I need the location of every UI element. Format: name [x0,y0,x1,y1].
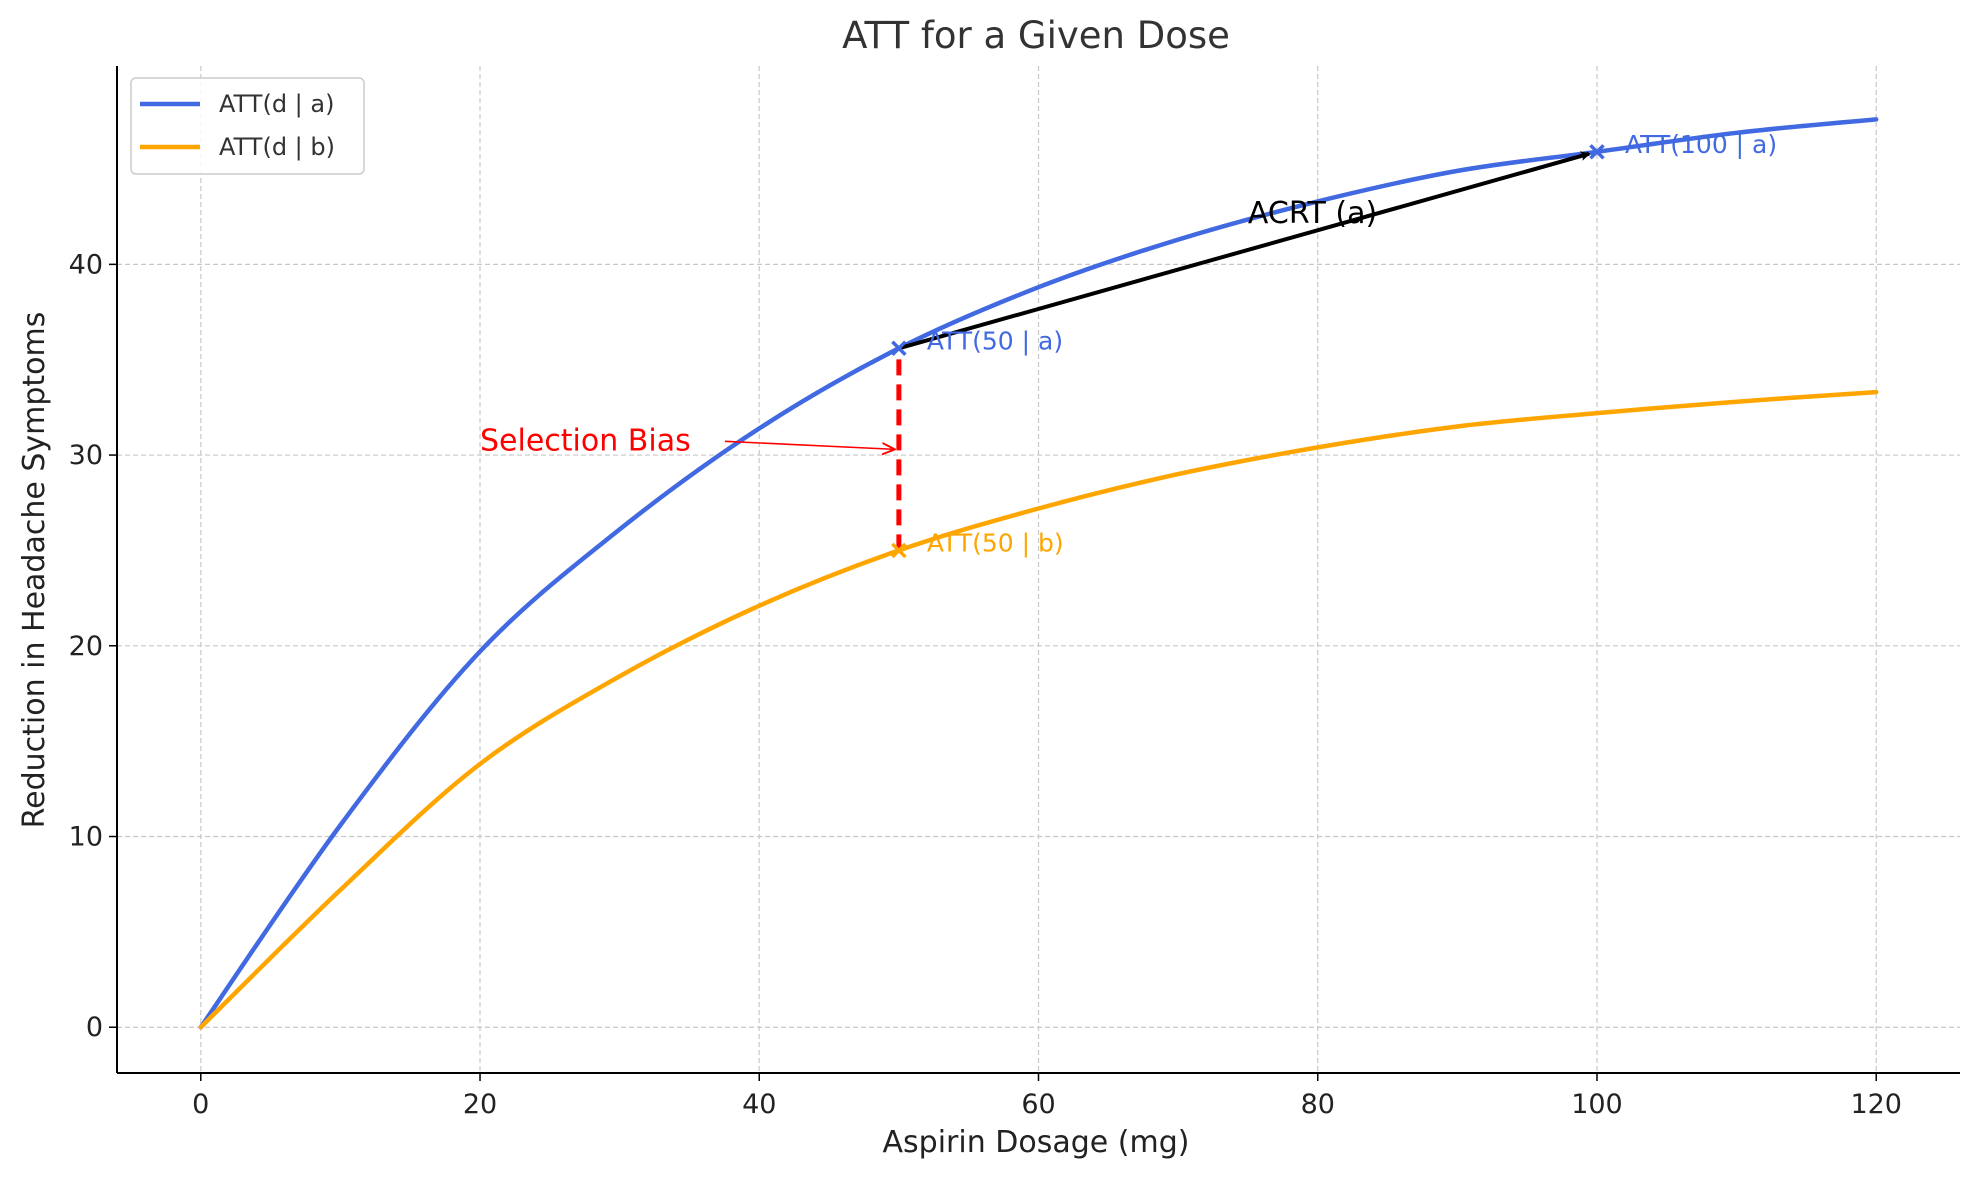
y-tick-label: 40 [69,249,103,280]
point-marker [891,340,907,357]
y-tick-label: 0 [86,1012,103,1043]
x-tick-label: 40 [742,1089,776,1120]
highlight-points: ATT(50 | a) ATT(50 | b) ATT(100 | a) [891,130,1777,559]
selection-bias-label: Selection Bias [480,423,691,458]
point-label: ATT(50 | a) [927,326,1063,355]
x-tick-label: 80 [1301,1089,1335,1120]
acrt-label: ACRT (a) [1248,196,1377,231]
legend-label-series-b: ATT(d | b) [219,133,335,161]
x-tick-label: 100 [1571,1089,1623,1120]
y-axis-title: Reduction in Headache Symptoms [17,312,52,829]
y-tick-label: 10 [69,822,103,853]
x-tick-label: 0 [192,1089,209,1120]
y-tick-label: 20 [69,631,103,662]
point-marker [1589,144,1605,160]
x-axis-title: Aspirin Dosage (mg) [883,1125,1190,1160]
annotations: Selection Bias ACRT (a) [480,151,1591,551]
series-line-a [198,117,1879,1030]
selection-bias-arrow [724,440,895,449]
legend: ATT(d | a) ATT(d | b) [130,77,365,175]
series-line-b [198,389,1879,1030]
point-marker [891,542,907,559]
point-label: ATT(100 | a) [1625,130,1777,159]
series-lines [198,117,1879,1030]
acrt-arrow [898,151,1591,351]
y-tick-label: 30 [69,440,103,471]
legend-label-series-a: ATT(d | a) [219,90,334,118]
x-tick-label: 120 [1850,1089,1902,1120]
x-tick-label: 60 [1021,1089,1055,1120]
chart-title: ATT for a Given Dose [842,14,1230,57]
axes [116,66,1960,1074]
tick-labels: 0 20 40 60 80 100 120 0 10 20 30 40 [69,249,1902,1120]
grid-lines [117,66,1960,1073]
x-tick-label: 20 [463,1089,497,1120]
point-label: ATT(50 | b) [927,528,1064,557]
